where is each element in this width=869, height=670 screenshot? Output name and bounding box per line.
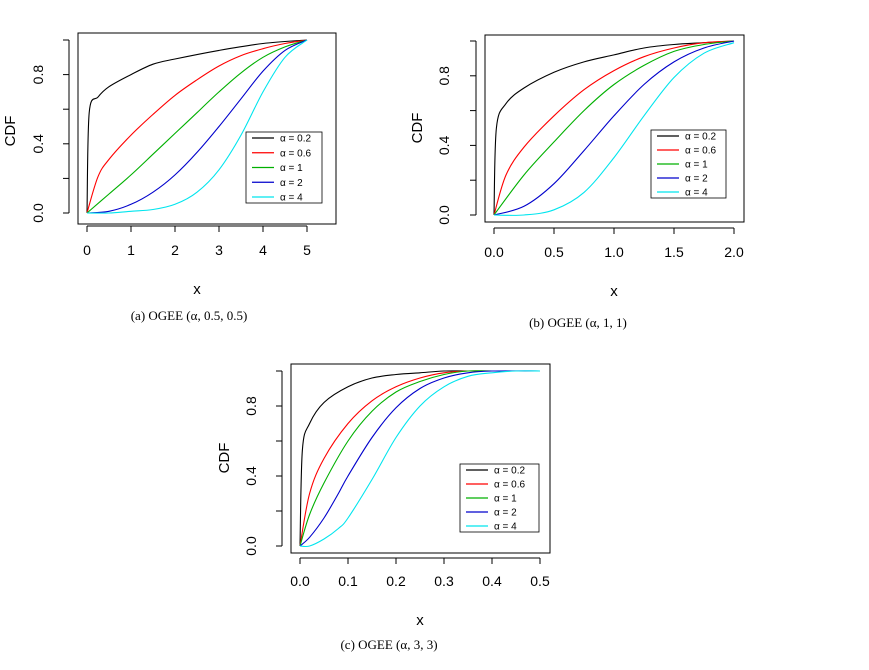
y-tick-label: 0.4 — [243, 466, 259, 486]
x-tick-label: 0.4 — [482, 573, 502, 589]
x-tick-label: 5 — [303, 242, 311, 258]
series-line-3 — [493, 40, 735, 216]
legend-label: α = 0.2 — [280, 134, 312, 145]
legend-label: α = 0.6 — [685, 146, 717, 157]
figure-caption: (c) OGEE (α, 3, 3) — [340, 637, 437, 652]
series-line-3 — [299, 370, 541, 547]
legend-label: α = 4 — [280, 193, 303, 204]
x-tick-label: 0 — [83, 242, 91, 258]
x-tick-label: 0.0 — [484, 244, 504, 260]
series-line-4 — [86, 39, 308, 214]
legend-label: α = 1 — [494, 494, 517, 505]
legend-label: α = 0.2 — [494, 466, 526, 477]
x-tick-label: 0.2 — [386, 573, 406, 589]
legend-label: α = 2 — [685, 174, 708, 185]
series-line-0 — [493, 40, 735, 216]
y-tick-label: 0.0 — [30, 203, 46, 223]
y-axis-title: CDF — [2, 116, 19, 147]
legend-label: α = 1 — [280, 163, 303, 174]
legend-label: α = 4 — [494, 522, 517, 533]
plot-frame — [290, 363, 551, 554]
y-tick-label: 0.8 — [30, 65, 46, 85]
plot-frame — [484, 34, 745, 223]
x-axis-title: x — [416, 612, 424, 629]
x-tick-label: 0.5 — [530, 573, 550, 589]
chart-panel-0: 0 1 2 3 4 5 x 0.0 0.4 0.8 CDF α = 0.2 α = 0.6 α = 1 α … — [2, 32, 337, 323]
series-line-1 — [86, 39, 308, 214]
y-tick-label: 0.4 — [436, 135, 452, 155]
legend-label: α = 0.6 — [280, 148, 312, 159]
x-tick-label: 0.1 — [338, 573, 358, 589]
legend-label: α = 2 — [280, 178, 303, 189]
x-tick-label: 1 — [127, 242, 135, 258]
figure-caption: (b) OGEE (α, 1, 1) — [529, 315, 627, 330]
legend-label: α = 0.6 — [494, 480, 526, 491]
series-line-0 — [86, 39, 308, 214]
series-line-1 — [493, 40, 735, 216]
series-line-2 — [86, 39, 308, 214]
x-tick-label: 2 — [171, 242, 179, 258]
legend-label: α = 1 — [685, 160, 708, 171]
x-tick-label: 3 — [215, 242, 223, 258]
figure-caption: (a) OGEE (α, 0.5, 0.5) — [131, 308, 248, 323]
y-tick-label: 0.0 — [436, 205, 452, 225]
y-axis-title: CDF — [216, 443, 233, 474]
y-tick-label: 0.8 — [243, 396, 259, 416]
x-tick-label: 0.5 — [544, 244, 564, 260]
x-tick-label: 2.0 — [724, 244, 744, 260]
series-line-2 — [493, 40, 735, 216]
y-tick-label: 0.8 — [436, 66, 452, 86]
series-line-4 — [493, 42, 735, 216]
x-tick-label: 0.0 — [290, 573, 310, 589]
series-line-2 — [299, 370, 540, 547]
chart-panel-2: 0.0 0.1 0.2 0.3 0.4 0.5 x 0.0 0.4 0.8 CDF α = 0.2 α … — [216, 363, 551, 652]
plot-frame — [77, 32, 337, 225]
x-tick-label: 0.3 — [434, 573, 454, 589]
x-axis-title: x — [193, 281, 201, 298]
series-line-3 — [86, 39, 308, 214]
y-tick-label: 0.0 — [243, 536, 259, 556]
x-tick-label: 4 — [259, 242, 267, 258]
series-line-4 — [299, 370, 541, 548]
legend-label: α = 4 — [685, 188, 708, 199]
legend-label: α = 0.2 — [685, 132, 717, 143]
x-tick-label: 1.5 — [664, 244, 684, 260]
chart-panel-1: 0.0 0.5 1.0 1.5 2.0 x 0.0 0.4 0.8 CDF α = 0.2 α = 0… — [409, 34, 745, 330]
legend-label: α = 2 — [494, 508, 517, 519]
x-tick-label: 1.0 — [604, 244, 624, 260]
x-axis-title: x — [610, 283, 618, 300]
y-axis-title: CDF — [409, 113, 426, 144]
y-tick-label: 0.4 — [30, 134, 46, 154]
